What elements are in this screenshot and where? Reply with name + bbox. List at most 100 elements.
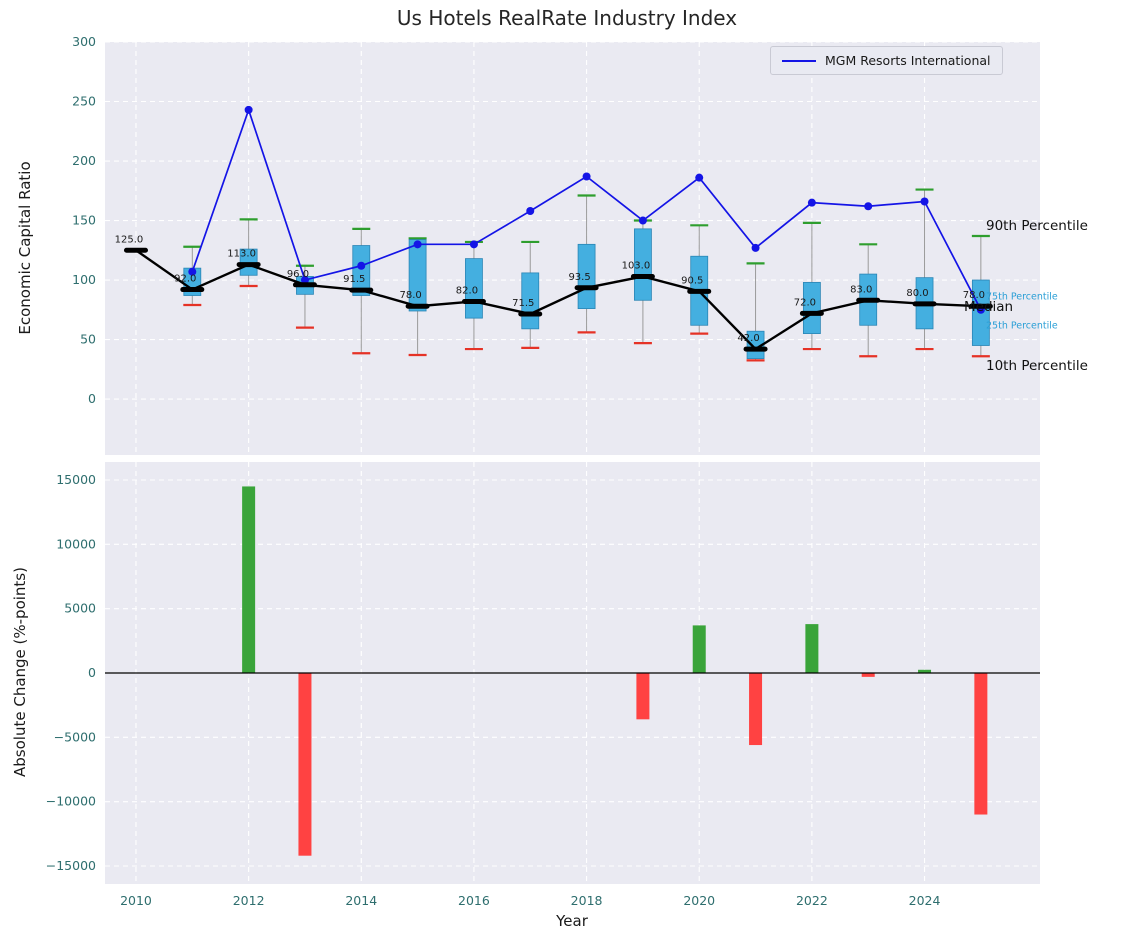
company-marker [526,207,535,216]
company-marker [920,197,929,206]
company-marker [638,216,647,225]
legend-label: MGM Resorts International [825,53,991,68]
legend-line-sample-icon [782,59,816,62]
median-value-label: 80.0 [906,288,928,299]
median-marker [743,346,768,352]
annotation-25th-percentile: 25th Percentile [986,320,1058,332]
median-value-label: 103.0 [622,260,651,271]
change-bar-negative [636,673,650,720]
change-bar-negative [974,673,988,815]
x-tick-label: 2018 [571,893,603,908]
change-bars [242,486,988,856]
median-marker [687,288,712,294]
median-marker [461,298,486,304]
annotation-90th-percentile: 90th Percentile [986,218,1088,235]
median-marker [405,303,430,309]
legend: MGM Resorts International [770,46,1003,75]
median-marker [856,297,881,303]
page-title: Us Hotels RealRate Industry Index [396,6,738,30]
median-value-label: 96.0 [287,269,309,280]
change-bar-negative [749,673,763,746]
top-y-axis-label: Economic Capital Ratio [16,161,34,335]
median-value-label: 71.5 [512,298,534,309]
bottom-y-tick-label: −10000 [46,794,96,809]
company-marker [244,105,253,114]
change-bar-positive [692,625,706,673]
x-tick-label: 2012 [233,893,265,908]
bottom-y-tick-label: 5000 [64,601,96,616]
x-tick-label: 2024 [909,893,941,908]
top-plot-background [105,42,1040,455]
iqr-box [802,282,821,334]
median-value-label: 93.5 [568,272,590,283]
median-value-label: 72.0 [794,297,816,308]
median-value-label: 113.0 [227,249,256,260]
x-tick-label: 2022 [796,893,828,908]
median-marker [349,287,374,293]
x-tick-label: 2010 [120,893,152,908]
median-value-label: 82.0 [456,285,478,296]
median-value-label: 78.0 [399,290,421,301]
median-value-label: 83.0 [850,284,872,295]
bottom-y-tick-label: 10000 [56,536,96,551]
median-marker [912,301,937,307]
median-marker [292,282,317,288]
x-tick-label: 2014 [345,893,377,908]
bottom-y-tick-label: 15000 [56,472,96,487]
median-marker [518,311,543,317]
median-line [135,249,981,351]
company-marker [413,240,422,249]
iqr-box [352,245,371,296]
median-value-label: 42.0 [737,333,759,344]
change-bar-negative [298,673,312,856]
whiskers [183,188,990,362]
median-value-label: 78.0 [963,290,985,301]
median-marker [574,285,599,291]
bottom-y-tick-label: −5000 [54,729,96,744]
median-marker [630,273,655,279]
median-value-label: 125.0 [115,234,144,245]
iqr-box [634,228,652,301]
iqr-box [408,239,427,312]
annotation-10th-percentile: 10th Percentile [986,357,1088,374]
bottom-y-tick-label: −15000 [46,858,96,873]
median-value-label: 92.0 [174,274,196,285]
top-y-tick-label: 100 [72,272,96,287]
annotation-75th-percentile: 75th Percentile [986,291,1058,303]
company-marker [751,243,760,252]
company-marker [695,173,704,182]
change-bar-positive [918,669,932,673]
change-bar-positive [242,486,256,673]
company-marker [188,267,197,276]
top-grid [105,41,1040,455]
annotation-median: Median [964,299,1014,316]
company-marker [582,172,591,181]
bottom-y-tick-label: 0 [88,665,96,680]
company-marker [864,202,873,211]
company-marker [807,198,816,207]
median-marker [236,262,261,268]
iqr-box [577,243,596,310]
company-marker [300,276,309,285]
company-marker [469,240,478,249]
median-marker [968,303,993,309]
x-axis-label: Year [556,912,588,930]
top-y-tick-label: 250 [72,94,96,109]
company-marker [357,261,366,270]
change-bar-negative [861,673,875,677]
top-y-tick-label: 150 [72,213,96,228]
top-y-tick-label: 50 [80,332,96,347]
top-y-tick-label: 300 [72,34,96,49]
median-value-label: 90.5 [681,275,703,286]
median-marker [180,287,205,293]
change-bar-positive [805,624,819,673]
x-tick-label: 2016 [458,893,490,908]
median-value-label: 91.5 [343,274,365,285]
top-y-tick-label: 0 [88,391,96,406]
tick-labels: 0 50 100 150 200 250 300 −15000 −10000 −5000 0 5000… [46,34,941,908]
median-marker [799,310,824,316]
x-tick-label: 2020 [683,893,715,908]
bottom-y-axis-label: Absolute Change (%-points) [11,567,29,777]
